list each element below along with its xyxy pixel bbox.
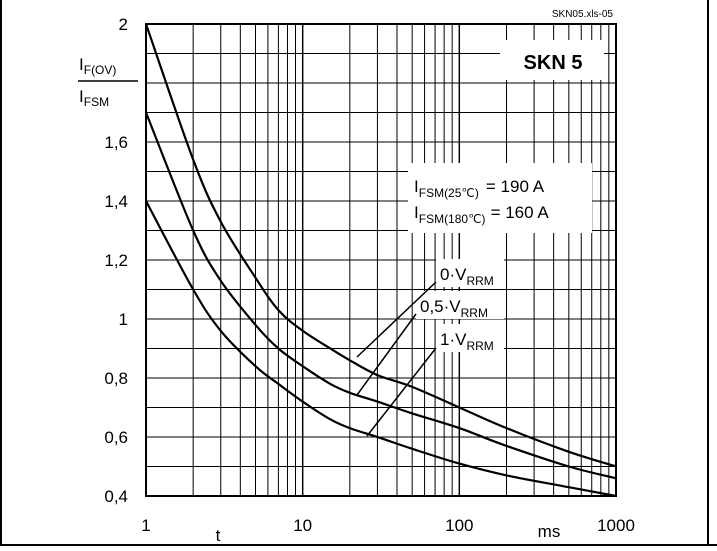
ifsm-25-sub: FSM(25℃) (419, 186, 479, 200)
series-label-2-main: 1·V (440, 330, 467, 349)
y-tick-label: 1,4 (104, 192, 128, 211)
series-label-box-2 (436, 324, 504, 352)
leader-line-1 (356, 313, 417, 396)
x-tick-label: 10 (293, 516, 312, 535)
tick-labels: 0,4 0,6 0,8 1 1,2 1,4 1,6 2 1 10 100 1000 (104, 15, 635, 535)
grid (146, 24, 616, 496)
x-tick-label: 100 (445, 516, 473, 535)
title-box (500, 40, 604, 80)
y-tick-label: 0,4 (104, 487, 128, 506)
series-label-2: 1·VRRM (440, 330, 494, 353)
svg-text:IF(OV): IF(OV) (79, 55, 116, 77)
y-tick-label: 1,2 (104, 251, 128, 270)
series-label-1: 0,5·VRRM (420, 297, 488, 320)
file-tag: SKN05.xls-05 (552, 9, 614, 20)
series-line-0 (144, 23, 617, 468)
y-tick-label: 0,8 (104, 369, 128, 388)
series-label-0: 0·VRRM (440, 265, 494, 288)
leader-line-0 (356, 281, 437, 358)
series-label-box-0 (436, 259, 504, 287)
ifsm-25-value: = 190 A (486, 177, 545, 196)
leader-line-2 (366, 347, 437, 437)
y-tick-label: 1 (119, 310, 128, 329)
series-label-2-sub: RRM (466, 339, 493, 353)
series-label-0-main: 0·V (440, 265, 467, 284)
series-label-1-main: 0,5·V (420, 297, 461, 316)
x-tick-label: 1 (141, 516, 150, 535)
svg-text:IFSM: IFSM (79, 87, 109, 109)
x-tick-label: 1000 (597, 516, 635, 535)
y-label-main: I (79, 55, 84, 74)
series-label-0-sub: RRM (466, 274, 493, 288)
series-label-1-sub: RRM (461, 306, 488, 320)
x-axis-label: t (216, 526, 221, 545)
y-tick-label: 0,6 (104, 428, 128, 447)
y-label-denom-sub: FSM (84, 95, 109, 109)
series-line-1 (144, 112, 617, 480)
curves (144, 23, 617, 498)
chart-title: SKN 5 (524, 52, 583, 74)
ifsm-box (408, 163, 592, 233)
series-label-box-1 (416, 291, 504, 319)
ifsm-25-main: I (414, 177, 419, 196)
plot-border (145, 23, 617, 497)
ifsm-180-sub: FSM(180℃) (419, 212, 486, 226)
ifsm-180-main: I (414, 203, 419, 222)
y-label-denom-main: I (79, 87, 84, 106)
ifsm-180-value: = 160 A (491, 203, 550, 222)
ifsm-180-line: IFSM(180℃) = 160 A (414, 203, 549, 226)
y-tick-label: 2 (119, 15, 128, 34)
ifsm-25-line: IFSM(25℃) = 190 A (414, 177, 545, 200)
y-tick-label: 1,6 (104, 133, 128, 152)
x-axis-unit: ms (538, 522, 561, 541)
series-line-2 (145, 200, 617, 498)
y-axis-label: IF(OV) IFSM (78, 55, 138, 109)
y-label-sub: F(OV) (84, 63, 117, 77)
